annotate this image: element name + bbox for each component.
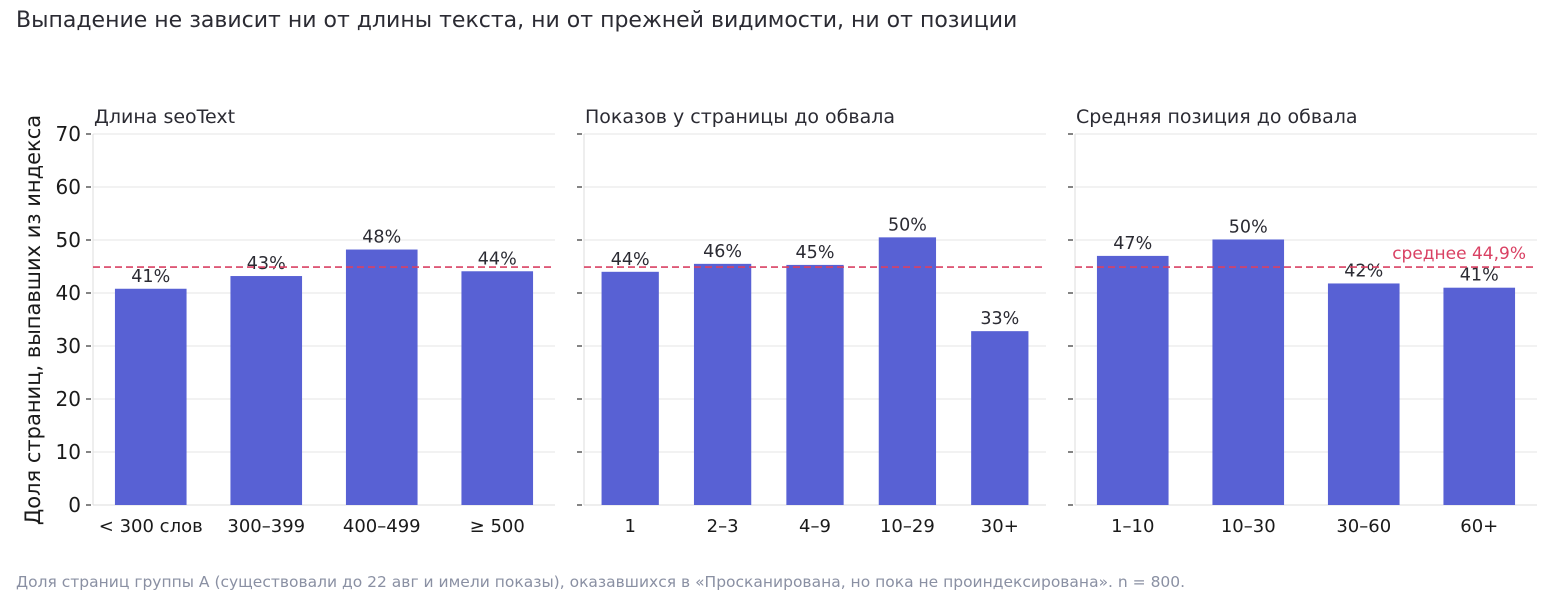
panel-title: Показов у страницы до обвала: [585, 106, 895, 128]
chart-title: Выпадение не зависит ни от длины текста,…: [16, 8, 1018, 33]
y-tick-label: 30: [56, 334, 81, 358]
bar-data-label: 48%: [362, 228, 401, 248]
x-tick-label: 300–399: [227, 516, 305, 537]
x-tick-label: 1–10: [1111, 516, 1154, 537]
bar: [1327, 283, 1400, 505]
bar-data-label: 46%: [703, 242, 742, 262]
bar: [878, 237, 937, 505]
x-tick-label: 10–30: [1221, 516, 1276, 537]
bar: [114, 288, 187, 505]
bar: [1096, 255, 1169, 505]
bar: [693, 263, 752, 505]
y-tick-label: 40: [56, 281, 81, 305]
x-tick-label: 4–9: [799, 516, 831, 537]
y-tick-label: 0: [68, 493, 81, 517]
y-tick-label: 60: [56, 175, 81, 199]
y-tick-label: 20: [56, 387, 81, 411]
bar-data-label: 47%: [1113, 234, 1152, 254]
bar: [230, 276, 303, 505]
bar-data-label: 42%: [1344, 261, 1383, 281]
x-tick-label: 2–3: [707, 516, 739, 537]
bar-data-label: 44%: [478, 249, 517, 269]
x-tick-label: 30+: [981, 516, 1019, 537]
x-tick-label: 60+: [1460, 516, 1498, 537]
bar: [345, 249, 418, 505]
panel-1: 0 10 20 30 40 50 60 70 Длина seoText 41% < 300 сло…: [56, 106, 555, 537]
bar: [601, 271, 659, 505]
bar-data-label: 41%: [131, 267, 170, 287]
x-tick-label: < 300 слов: [99, 516, 203, 537]
panel-title: Длина seoText: [94, 106, 235, 128]
bar-data-label: 33%: [980, 309, 1019, 329]
bar-data-label: 44%: [611, 250, 650, 270]
y-tick-label: 70: [56, 122, 81, 146]
bar-data-label: 50%: [1229, 217, 1268, 237]
bar-data-label: 43%: [247, 254, 286, 274]
bar: [971, 331, 1029, 505]
y-tick-label: 10: [56, 440, 81, 464]
panel-2: Показов у страницы до обвала 44% 1 46% 2–3 45…: [577, 106, 1046, 537]
x-tick-label: 30–60: [1336, 516, 1391, 537]
bar: [786, 264, 844, 505]
x-tick-label: 1: [624, 516, 635, 537]
bar-data-label: 41%: [1460, 266, 1499, 286]
x-tick-label: 400–499: [343, 516, 421, 537]
panel-3: Средняя позиция до обвала 47% 1–10 50% 10–30…: [1068, 106, 1537, 537]
footnote: Доля страниц группы А (существовали до 2…: [16, 573, 1186, 591]
panel-title: Средняя позиция до обвала: [1076, 106, 1358, 128]
bar: [1443, 287, 1516, 505]
bar-data-label: 45%: [796, 243, 835, 263]
y-axis-label: Доля страниц, выпавших из индекса: [21, 115, 45, 525]
bar: [1212, 239, 1285, 505]
mean-line-label: среднее 44,9%: [1392, 244, 1526, 264]
y-tick-label: 50: [56, 228, 81, 252]
panels-group: 0 10 20 30 40 50 60 70 Длина seoText 41% < 300 сло…: [56, 106, 1537, 537]
x-tick-label: 10–29: [880, 516, 935, 537]
bar-data-label: 50%: [888, 215, 927, 235]
bar: [461, 271, 534, 505]
x-tick-label: ≥ 500: [470, 516, 525, 537]
